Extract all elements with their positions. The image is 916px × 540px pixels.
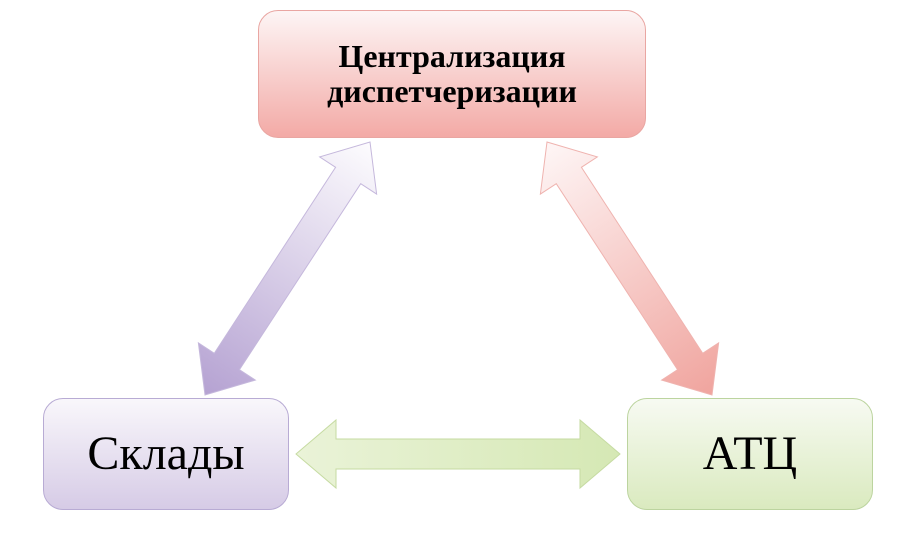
node-atc-label: АТЦ xyxy=(703,428,797,481)
arrow-top-right xyxy=(519,123,741,413)
node-warehouses-label: Склады xyxy=(87,428,244,481)
node-warehouses: Склады xyxy=(43,398,289,510)
arrow-top-left xyxy=(177,123,399,413)
node-centralization: Централизация диспетчеризации xyxy=(258,10,646,138)
arrow-bottom xyxy=(296,420,620,488)
node-atc: АТЦ xyxy=(627,398,873,510)
node-centralization-label: Централизация диспетчеризации xyxy=(327,39,577,109)
